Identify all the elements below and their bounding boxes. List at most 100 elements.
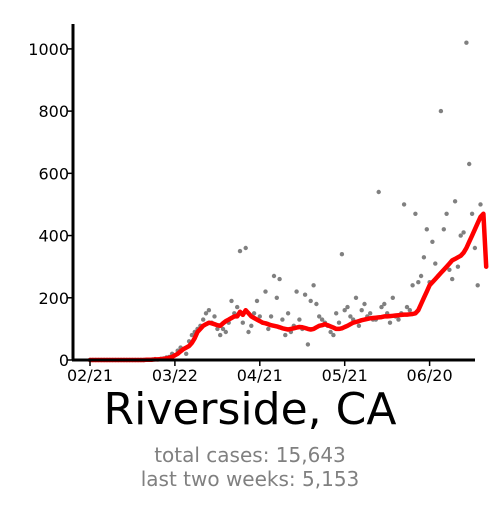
scatter-points <box>87 40 483 363</box>
data-point <box>478 202 483 207</box>
data-point <box>283 332 288 338</box>
data-point <box>362 301 367 307</box>
data-point <box>467 161 472 167</box>
data-point <box>444 211 449 216</box>
data-point <box>331 332 336 338</box>
data-point <box>277 276 282 282</box>
data-point <box>302 292 308 297</box>
data-point <box>263 289 268 294</box>
y-tick-label: 0 <box>59 351 69 370</box>
data-point <box>407 308 412 313</box>
data-point <box>342 308 347 313</box>
data-point <box>469 211 475 216</box>
data-point <box>401 202 407 207</box>
data-point <box>404 304 410 310</box>
data-point <box>319 317 325 322</box>
data-point <box>274 295 279 300</box>
y-tick-label: 1000 <box>28 40 69 59</box>
data-point <box>280 317 285 322</box>
data-point <box>215 326 220 332</box>
x-tick-label: 04/21 <box>237 366 283 385</box>
data-point <box>447 267 452 272</box>
x-tick-label: 03/22 <box>152 366 198 385</box>
data-point <box>294 289 299 294</box>
chart-title: Riverside, CA <box>103 384 397 435</box>
data-point <box>305 342 311 347</box>
data-point <box>353 295 359 300</box>
data-point <box>387 320 393 325</box>
data-point <box>430 239 435 244</box>
data-point <box>328 329 333 335</box>
data-point <box>237 248 243 254</box>
data-point <box>475 283 480 288</box>
x-tick-label: 02/21 <box>67 366 113 385</box>
data-point <box>266 326 271 332</box>
axes <box>71 24 475 362</box>
data-point <box>271 273 277 279</box>
series-line <box>87 211 489 363</box>
data-point <box>472 245 478 251</box>
data-point <box>311 283 316 288</box>
data-point <box>438 108 444 114</box>
data-point <box>379 304 384 310</box>
data-point <box>268 314 274 319</box>
data-point <box>249 323 254 328</box>
data-point <box>189 332 195 338</box>
rolling-average-line <box>87 211 489 363</box>
data-point <box>223 329 228 335</box>
data-point <box>240 320 245 325</box>
x-tick-label: 05/21 <box>322 366 368 385</box>
data-point <box>410 283 415 288</box>
data-point <box>356 323 362 328</box>
y-tick-label: 200 <box>38 289 69 308</box>
data-point <box>458 233 463 238</box>
data-point <box>212 314 217 319</box>
data-point <box>418 273 424 279</box>
data-point <box>229 298 234 304</box>
data-point <box>336 320 342 325</box>
total-cases-text: total cases: 15,643 <box>154 443 346 467</box>
data-point <box>308 298 313 304</box>
data-point <box>297 317 302 322</box>
data-point <box>251 311 257 316</box>
data-point <box>396 317 401 322</box>
data-point <box>413 211 418 216</box>
data-point <box>218 332 223 338</box>
y-tick-label: 600 <box>38 164 69 183</box>
data-point <box>441 227 446 232</box>
data-point <box>348 314 353 319</box>
data-point <box>203 311 209 316</box>
data-point <box>416 280 421 285</box>
data-point <box>452 199 458 204</box>
data-point <box>235 304 240 310</box>
data-point <box>184 351 189 356</box>
data-point <box>220 326 226 332</box>
data-point <box>424 227 429 232</box>
x-ticks: 02/21 03/22 04/21 05/21 06/20 <box>67 360 453 385</box>
y-tick-label: 800 <box>38 102 69 121</box>
data-point <box>368 311 373 316</box>
x-tick-label: 06/20 <box>407 366 453 385</box>
data-point <box>359 308 364 313</box>
data-point <box>206 308 212 313</box>
data-point <box>464 40 469 45</box>
data-point <box>390 295 395 300</box>
data-point <box>317 314 322 319</box>
data-point <box>285 311 291 316</box>
data-point <box>461 230 466 235</box>
data-point <box>433 261 438 266</box>
data-point <box>450 276 455 282</box>
data-point <box>455 264 461 269</box>
data-point <box>345 304 350 310</box>
data-point <box>382 301 387 307</box>
data-point <box>246 329 251 335</box>
data-point <box>376 189 381 195</box>
data-point <box>201 317 206 322</box>
y-ticks: 0 200 400 600 800 1000 <box>28 40 73 370</box>
data-point <box>257 314 262 319</box>
data-point <box>314 301 319 307</box>
data-point <box>254 298 260 304</box>
data-point <box>334 311 339 316</box>
last-two-weeks-text: last two weeks: 5,153 <box>140 467 360 491</box>
